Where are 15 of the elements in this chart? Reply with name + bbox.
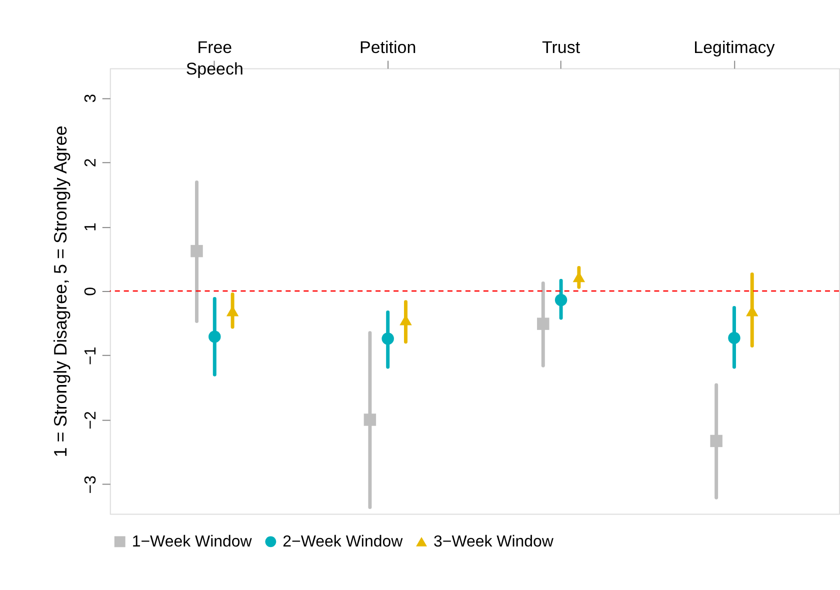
x-tick-label: Free Speech xyxy=(186,38,244,79)
legend-label: 1−Week Window xyxy=(132,534,252,551)
y-tick-label: −1 xyxy=(82,346,100,365)
y-tick-label: 2 xyxy=(82,158,100,168)
x-tick-label: Trust xyxy=(542,38,580,57)
x-tick-label: Petition xyxy=(360,38,416,57)
y-tick-label: −3 xyxy=(82,475,100,494)
x-tick-label: Legitimacy xyxy=(694,38,776,57)
y-tick-label: 3 xyxy=(82,94,100,103)
y-tick-label: 0 xyxy=(82,286,100,296)
legend-label: 3−Week Window xyxy=(433,534,554,551)
legend-label: 2−Week Window xyxy=(282,534,404,551)
y-axis-title: 1 = Strongly Disagree, 5 = Strongly Agree xyxy=(50,126,70,458)
y-tick-label: 1 xyxy=(82,222,100,232)
y-tick-label: −2 xyxy=(82,411,100,430)
